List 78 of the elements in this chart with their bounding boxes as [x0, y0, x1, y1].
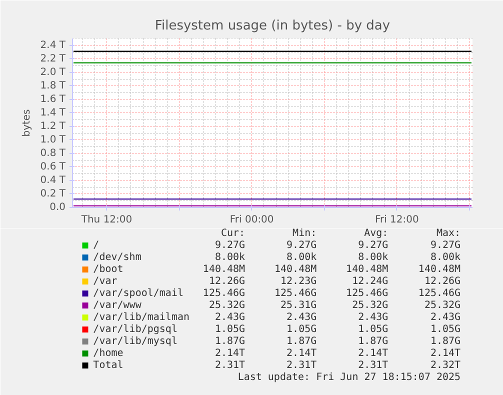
text: 140.48M [274, 264, 317, 275]
text: Last update: Fri Jun 27 18:15:07 2025 [238, 372, 461, 383]
y-tick-label: 0.0 [50, 202, 66, 213]
y-tick-label: 0.4 T [40, 174, 66, 186]
text: 2.31T [286, 360, 317, 371]
y-tick-label: 2.4 T [40, 40, 66, 51]
legend-label: /dev/shm [93, 252, 142, 263]
text: 2.31T [358, 360, 388, 371]
text: 1.05G [430, 324, 461, 335]
text: 125.46G [418, 288, 461, 299]
text: 25.31G [280, 300, 317, 311]
text: 2.43G [286, 312, 317, 323]
text: 2.14T [214, 348, 246, 359]
y-tick-label: 1.2 T [40, 120, 66, 132]
text: 2.14T [286, 348, 317, 359]
text: 8.00k [430, 252, 461, 263]
text: 140.48M [202, 264, 246, 275]
legend-label: /var/lib/mailman [93, 312, 190, 323]
text: 2.14T [430, 348, 461, 359]
text: Avg: [364, 228, 388, 239]
legend-label: /boot [93, 264, 124, 275]
text: 12.26G [208, 276, 246, 287]
text: 2.43G [214, 312, 246, 323]
text: 8.00k [358, 252, 388, 263]
text: 1.87G [286, 336, 317, 347]
text: Cur: [220, 228, 246, 239]
text: 9.27G [430, 240, 461, 251]
y-tick-label: 1.8 T [40, 80, 66, 92]
text: 125.46G [202, 288, 246, 299]
text: 9.27G [358, 240, 388, 251]
y-tick-label: 0.2 T [40, 188, 66, 200]
text: 2.43G [358, 312, 388, 323]
y-tick-label: 1.4 T [40, 107, 66, 118]
text: 8.00k [286, 252, 317, 263]
x-tick-label: Fri 00:00 [230, 214, 274, 226]
text: 1.05G [214, 324, 246, 335]
legend-label: Total [93, 360, 124, 371]
text: 1.05G [286, 324, 317, 335]
text: 1.05G [358, 324, 388, 335]
y-tick-label: 0.8 T [40, 148, 66, 159]
text: 2.43G [430, 312, 461, 323]
text: 25.32G [208, 300, 246, 311]
text: 1.87G [430, 336, 461, 347]
text: 12.26G [424, 276, 461, 287]
text: 25.32G [352, 300, 388, 311]
text: 2.31T [214, 360, 246, 371]
text: 125.46G [274, 288, 317, 299]
y-tick-label: 1.0 T [40, 134, 66, 146]
text: 12.24G [352, 276, 388, 287]
text: 8.00k [214, 252, 246, 263]
text: 1.87G [214, 336, 246, 347]
y-tick-label: 0.6 T [40, 161, 66, 172]
y-tick-label: 2.2 T [40, 53, 66, 64]
text: 2.32T [430, 360, 461, 371]
text: 125.46G [346, 288, 388, 299]
legend-label: /var/www [93, 300, 142, 311]
y-tick-label: 1.6 T [40, 94, 66, 105]
legend-label: /home [93, 348, 124, 359]
text: 140.48M [418, 264, 461, 275]
y-axis-title: bytes [21, 109, 32, 137]
text: 9.27G [214, 240, 246, 251]
x-tick-label: Fri 12:00 [374, 214, 419, 226]
text: Max: [436, 228, 461, 239]
legend-label: /var/lib/mysql [93, 336, 178, 347]
text: 140.48M [346, 264, 388, 275]
text: Min: [292, 228, 317, 239]
text: 25.32G [424, 300, 461, 311]
text: 2.14T [358, 348, 388, 359]
text: 1.87G [358, 336, 388, 347]
chart-title: Filesystem usage (in bytes) - by day [154, 18, 390, 34]
text: 9.27G [286, 240, 317, 251]
text: 12.23G [280, 276, 317, 287]
legend-label: /var/spool/mail [93, 288, 184, 299]
x-tick-label: Thu 12:00 [80, 214, 132, 226]
legend-label: /var [93, 276, 118, 287]
y-tick-label: 2.0 T [40, 66, 66, 78]
legend-label: /var/lib/pgsql [93, 324, 178, 335]
legend-label: / [93, 240, 100, 251]
